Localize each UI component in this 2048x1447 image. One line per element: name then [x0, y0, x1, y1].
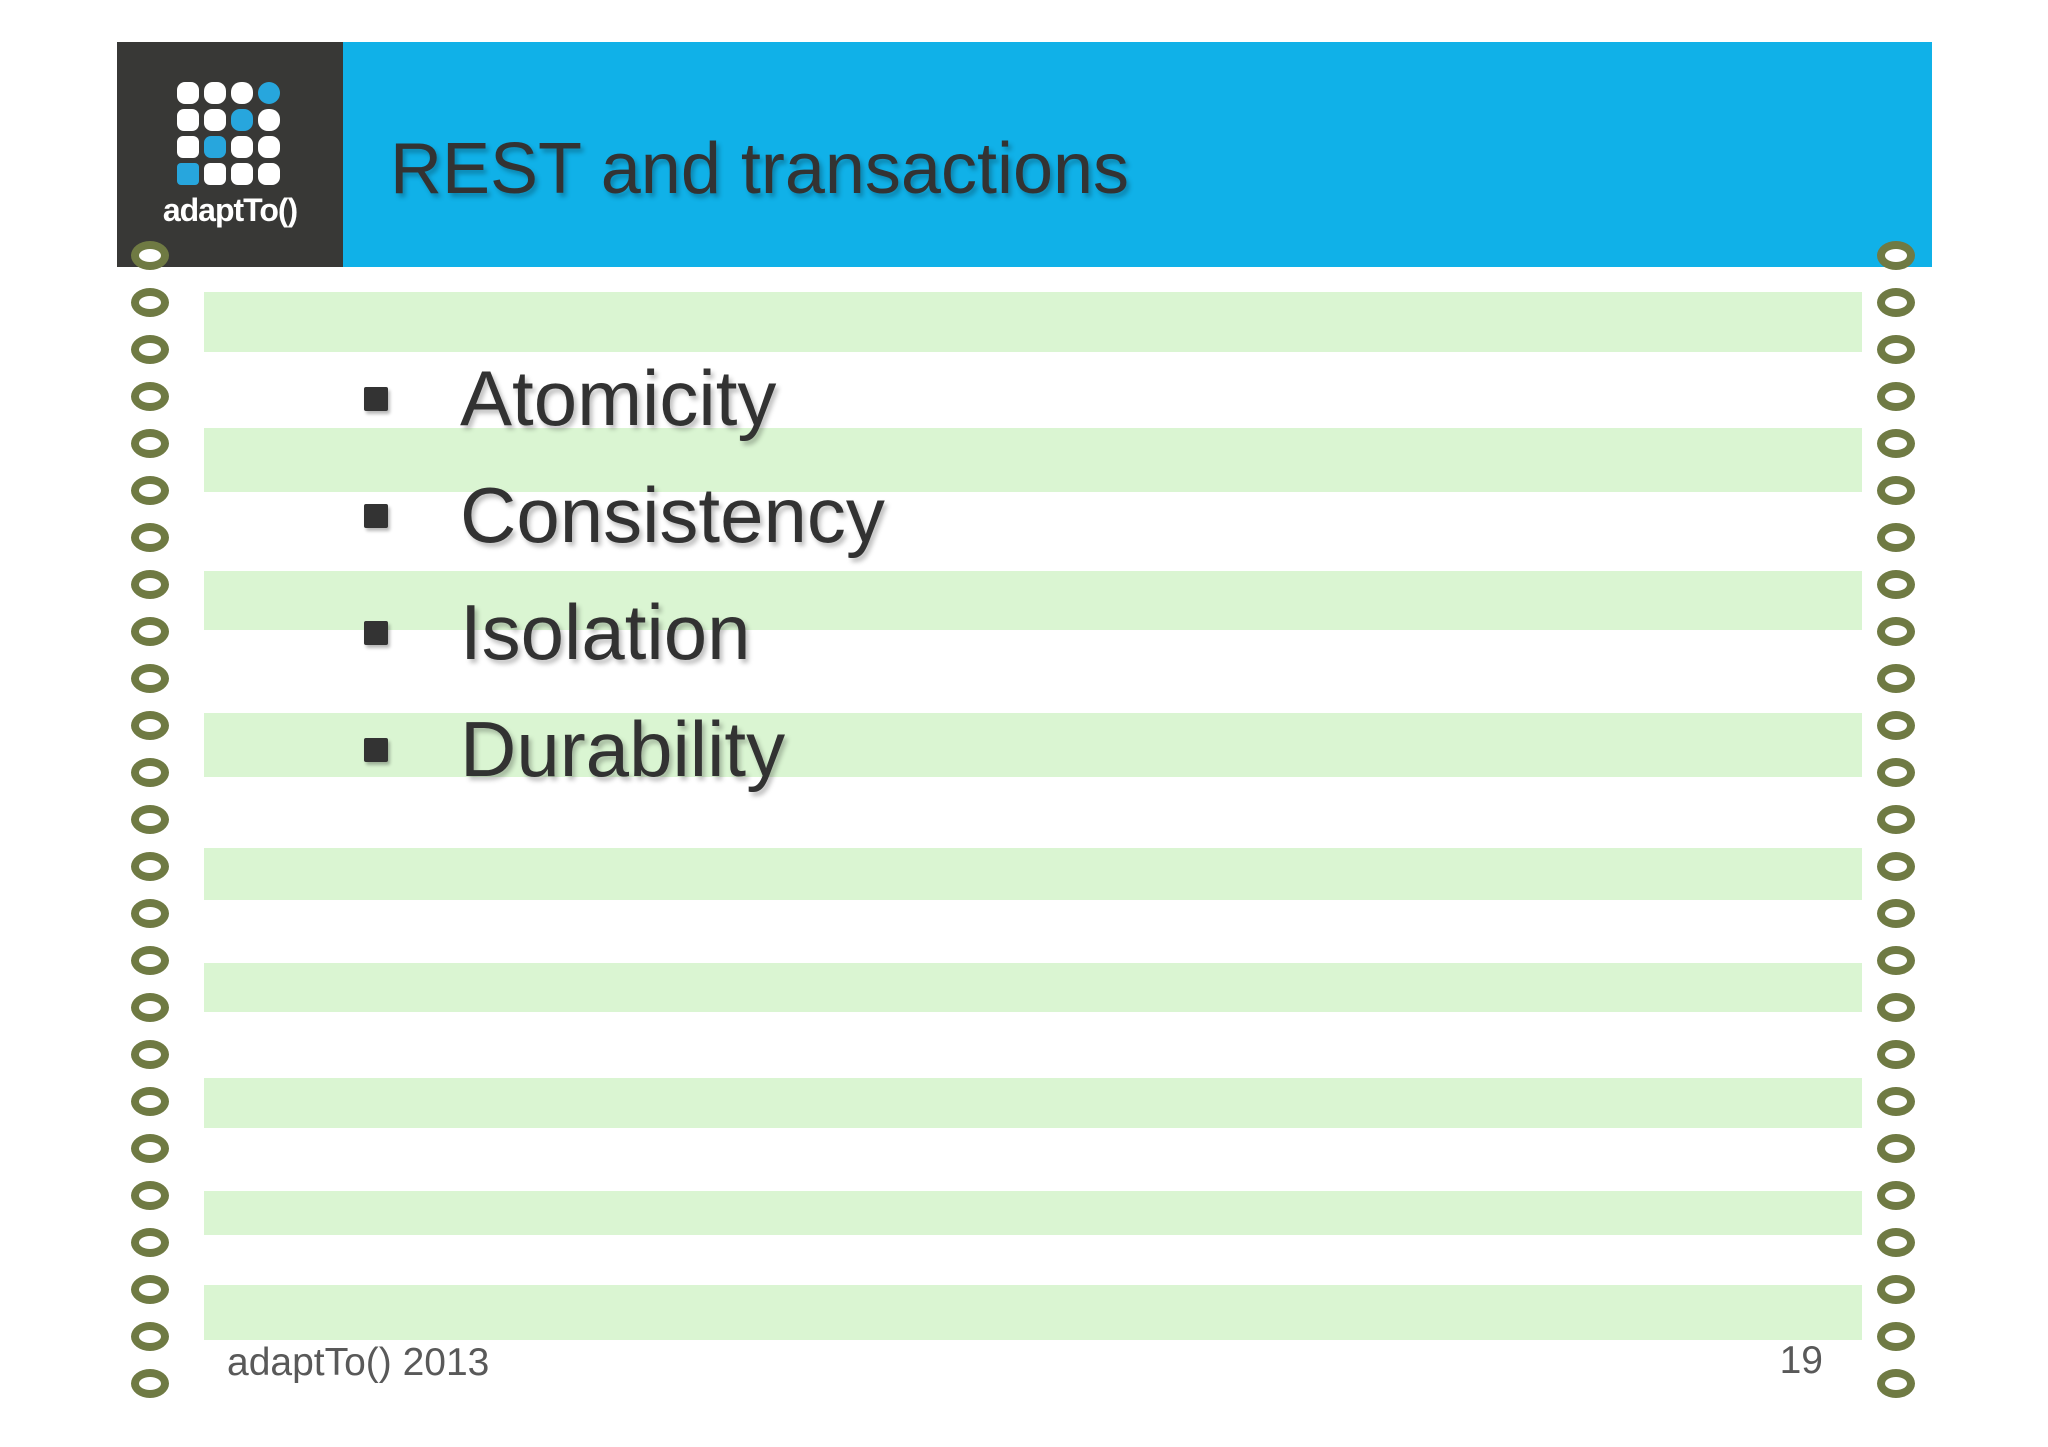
ring-icon — [1877, 1180, 1915, 1210]
logo-grid-icon — [177, 82, 280, 185]
ring-icon — [1877, 240, 1915, 270]
logo-cell-white — [231, 82, 253, 104]
stripe — [204, 848, 1862, 900]
logo-cell-white — [177, 109, 199, 131]
bullet-icon — [364, 620, 388, 645]
logo-cell-white — [204, 163, 226, 185]
ring-icon — [1877, 1039, 1915, 1069]
list-item: Atomicity — [364, 340, 776, 457]
ring-icon — [131, 898, 169, 928]
list-item-label: Atomicity — [460, 354, 777, 442]
list-item: Durability — [364, 691, 785, 808]
ring-icon — [131, 851, 169, 881]
slide-title: REST and transactions — [390, 129, 1130, 209]
ring-icon — [131, 992, 169, 1022]
bullet-icon — [364, 737, 388, 762]
ring-icon — [1877, 287, 1915, 317]
ring-icon — [131, 522, 169, 552]
stripe — [204, 1078, 1862, 1128]
logo-cell-white — [204, 82, 226, 104]
ring-icon — [131, 569, 169, 599]
ring-icon — [131, 663, 169, 693]
list-item-label: Durability — [460, 705, 786, 793]
logo-cell-white — [258, 136, 280, 158]
ring-icon — [131, 804, 169, 834]
logo-cell-white — [231, 136, 253, 158]
ring-icon — [1877, 1368, 1915, 1398]
ring-icon — [131, 1086, 169, 1116]
ring-icon — [1877, 428, 1915, 458]
ring-icon — [1877, 475, 1915, 505]
logo-cell-blue — [258, 82, 280, 104]
list-item: Consistency — [364, 457, 885, 574]
ring-icon — [1877, 663, 1915, 693]
ring-icon — [1877, 992, 1915, 1022]
ring-icon — [1877, 569, 1915, 599]
ring-icon — [1877, 334, 1915, 364]
ring-icon — [131, 381, 169, 411]
ring-icon — [131, 1133, 169, 1163]
ring-icon — [131, 757, 169, 787]
ring-icon — [1877, 1274, 1915, 1304]
stripe — [204, 292, 1862, 352]
stripe — [204, 1191, 1862, 1235]
ring-icon — [1877, 851, 1915, 881]
list-item: Isolation — [364, 574, 751, 691]
logo-wordmark: adaptTo() — [162, 192, 298, 228]
bullet-icon — [364, 386, 388, 411]
ring-icon — [131, 710, 169, 740]
ring-icon — [131, 1039, 169, 1069]
ring-icon — [1877, 710, 1915, 740]
stripe — [204, 571, 1862, 630]
page-number: 19 — [1779, 1339, 1823, 1382]
ring-icon — [131, 334, 169, 364]
logo-cell-white — [177, 136, 199, 158]
ring-icon — [131, 1180, 169, 1210]
footer-credit: adaptTo() 2013 — [227, 1341, 490, 1384]
ring-icon — [1877, 898, 1915, 928]
ring-icon — [1877, 522, 1915, 552]
ring-icon — [1877, 945, 1915, 975]
logo-cell-blue — [204, 136, 226, 158]
ring-icon — [131, 428, 169, 458]
ring-icon — [131, 1274, 169, 1304]
ring-icon — [131, 945, 169, 975]
ring-icon — [1877, 1133, 1915, 1163]
ring-icon — [1877, 1227, 1915, 1257]
ring-icon — [131, 240, 169, 270]
ring-icon — [1877, 757, 1915, 787]
stripe — [204, 963, 1862, 1012]
ring-icon — [1877, 804, 1915, 834]
ring-icon — [131, 475, 169, 505]
ring-icon — [1877, 381, 1915, 411]
ring-icon — [1877, 1321, 1915, 1351]
stripe — [204, 713, 1862, 777]
bullet-icon — [364, 503, 388, 528]
logo-cell-white — [258, 109, 280, 131]
logo-cell-blue — [231, 109, 253, 131]
ring-icon — [1877, 1086, 1915, 1116]
logo-cell-white — [231, 163, 253, 185]
logo-cell-white — [258, 163, 280, 185]
list-item-label: Isolation — [460, 588, 751, 676]
stripe — [204, 1285, 1862, 1340]
ring-icon — [131, 616, 169, 646]
logo-cell-white — [177, 82, 199, 104]
ring-icon — [131, 1227, 169, 1257]
list-item-label: Consistency — [460, 471, 885, 559]
title-banner: REST and transactions — [343, 42, 1932, 267]
ring-icon — [131, 287, 169, 317]
ring-icon — [1877, 616, 1915, 646]
stripe — [204, 428, 1862, 492]
logo-cell-white — [204, 109, 226, 131]
ring-icon — [131, 1321, 169, 1351]
ring-icon — [131, 1368, 169, 1398]
adaptto-logo: adaptTo() — [117, 42, 343, 267]
logo-cell-blue — [177, 163, 199, 185]
